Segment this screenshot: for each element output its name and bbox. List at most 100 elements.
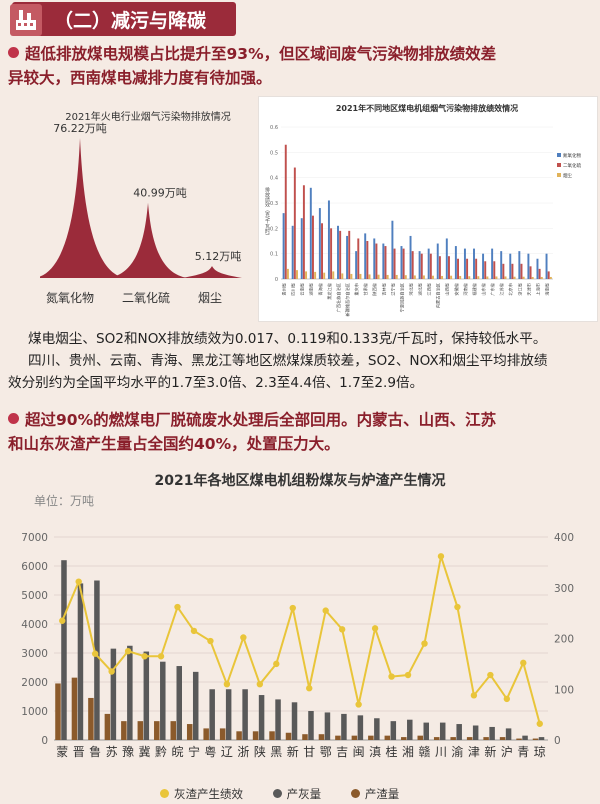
bullet-1: 超低排放煤电规模占比提升至93%，但区域间废气污染物排放绩效差 异较大，西南煤电… [8,42,598,90]
regional-bar [545,253,548,279]
regional-bar [484,261,487,279]
regional-bar [413,275,416,279]
ash-bar [390,721,397,740]
regional-bar [502,263,505,279]
main-ytick-left: 1000 [21,706,48,718]
regional-xtick: 吉林省 [380,283,387,296]
regional-xtick: 海南省 [543,283,550,296]
ash-bar [94,580,100,740]
regional-bar [486,276,489,279]
ash-bar [489,726,495,740]
ash-bar [192,671,199,740]
section-title: （二）减污与降碳 [54,10,207,32]
performance-point [454,603,461,611]
regional-bar [314,271,317,279]
legend-swatch-icon [272,789,282,798]
regional-xtick: 北京市 [507,283,514,296]
regional-emission-svg: 2021年不同地区煤电机组烟气污染物排放绩效情况 0 0.1 0.2 0.3 0.4 0.5… [264,103,581,317]
performance-point [470,692,478,699]
slag-bar [335,735,341,740]
peak-value-label: 76.22万吨 [53,122,107,135]
regional-legend-label: 二氧化硫 [563,162,581,169]
regional-xtick: 广东省 [489,283,496,296]
slag-bar [71,677,78,740]
performance-point [404,671,412,679]
slag-bar [433,737,440,740]
regional-xtick: 山东省 [480,283,487,296]
regional-bar [321,223,324,279]
main-xtick: 鄂 [320,745,332,759]
regional-bar [402,248,405,279]
main-xtick: 赣 [418,745,430,759]
regional-bar [384,246,387,279]
main-ytick-left: 7000 [21,532,48,544]
regional-bar [473,248,475,279]
main-xtick: 冀 [139,745,151,759]
regional-ytick: 0 [275,277,278,283]
performance-point [59,617,66,624]
regional-bar [393,248,396,279]
performance-point [141,653,148,660]
regional-xtick: 河南省 [462,283,469,296]
slag-bar [466,737,473,740]
ash-bar [291,702,298,740]
main-xtick: 沪 [501,745,513,759]
header-band [12,2,236,36]
slag-bar [499,737,506,740]
regional-ytick: 0.4 [270,176,278,182]
slag-bar [154,721,160,740]
regional-bar [438,256,441,279]
performance-point [256,680,264,688]
regional-bar [382,243,385,279]
regional-bar [500,251,503,279]
regional-bar [404,275,407,279]
slag-bar [236,731,242,740]
regional-bar [346,235,349,279]
main-xtick: 川 [435,745,447,759]
peak-value-label: 5.12万吨 [195,250,242,263]
performance-point [503,695,511,703]
regional-xtick: 湖北省 [417,283,424,296]
ash-bar [308,711,314,740]
ash-bar [423,722,429,740]
regional-bar [540,276,543,279]
slag-bar [137,721,144,740]
regional-xtick: 安徽省 [453,283,460,296]
main-ytick-left: 6000 [21,561,48,573]
regional-xtick: 黑龙江省 [326,283,333,300]
regional-bar [509,253,512,279]
regional-bar [527,253,530,279]
main-xtick: 青 [517,745,529,759]
slag-bar [384,735,391,740]
performance-point [520,659,527,667]
ash-bar [522,735,528,740]
performance-point [108,668,115,675]
para-2: 四川、贵州、云南、青海、黑龙江等地区燃煤煤质较差，SO2、NOX和烟尘平均排放绩 [28,350,598,372]
regional-bar [286,268,289,279]
slag-bar [252,731,259,740]
regional-bar [409,235,412,279]
main-ytick-right: 200 [554,634,574,646]
regional-bar [466,258,469,279]
regional-bar [418,251,421,279]
slag-bar [121,721,127,740]
main-xtick: 晋 [73,745,85,759]
performance-point [124,647,132,655]
performance-point [190,627,198,635]
slag-bar [351,735,358,740]
regional-bar [284,144,287,279]
regional-xtick: 山西省 [444,283,451,296]
main-ytick-left: 2000 [21,677,48,689]
regional-legend-label: 氮氧化物 [563,152,581,159]
regional-xtick: 广西壮族自治区 [335,283,342,312]
main-xtick: 甘 [303,745,315,759]
regional-bar [450,275,453,279]
regional-bar [373,238,376,279]
main-xtick: 新 [287,744,299,759]
performance-point [273,660,280,668]
ash-bar [324,712,331,740]
regional-bar [309,187,312,279]
regional-bar [395,274,398,279]
regional-bar [511,263,514,279]
ash-bar [242,689,248,740]
